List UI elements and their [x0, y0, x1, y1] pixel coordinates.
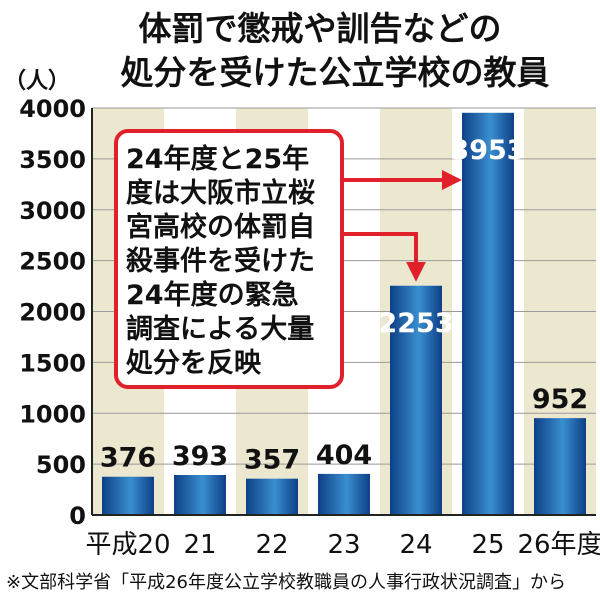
y-tick-label: 1500 [19, 349, 86, 377]
source-note: ※文部科学省「平成26年度公立学校教職員の人事行政状況調査」から [6, 572, 566, 593]
annotation-box [114, 129, 344, 389]
x-axis-ticks: 平成20 21 22 23 24 25 26年度 [85, 530, 600, 560]
bar [534, 418, 586, 515]
x-tick-label: 平成20 [85, 530, 170, 560]
annotation-arrow-24 [342, 232, 426, 282]
data-label: 357 [244, 445, 300, 476]
data-labels: 376 393 357 404 2253 3953 952 [100, 135, 588, 476]
x-tick-label: 25 [471, 530, 504, 560]
data-label: 393 [172, 441, 228, 472]
y-axis-ticks: 0 500 1000 1500 2000 2500 3000 3500 4000 [19, 95, 86, 530]
y-tick-label: 1000 [19, 400, 86, 428]
data-label: 404 [316, 440, 372, 471]
x-tick-label: 21 [183, 530, 216, 560]
annotation-callout: 24年度と25年度は大阪市立桜宮高校の体罰自殺事件を受けた24年度の緊急調査によ… [114, 129, 462, 389]
x-tick-label: 22 [255, 530, 288, 560]
bar [390, 285, 442, 515]
chart-title-line-1: 体罰で懲戒や訓告などの [139, 9, 502, 48]
annotation-line: 処分を反映 [126, 347, 261, 379]
data-label: 3953 [450, 135, 525, 166]
bar [102, 476, 154, 515]
annotation-text: 24年度と25年度は大阪市立桜宮高校の体罰自殺事件を受けた24年度の緊急調査によ… [126, 143, 315, 379]
annotation-line: 24年度と25年 [126, 143, 309, 175]
y-tick-label: 3500 [19, 146, 86, 174]
bar [318, 473, 370, 515]
annotation-line: 度は大阪市立桜 [126, 177, 315, 209]
annotation-line: 宮高校の体罰自 [126, 211, 315, 243]
bar [174, 475, 226, 515]
y-tick-label: 500 [36, 451, 86, 479]
bars [102, 112, 586, 515]
x-tick-label: 26年度 [517, 530, 600, 560]
bar [462, 112, 514, 515]
y-tick-label: 4000 [19, 95, 86, 123]
x-tick-label: 23 [327, 530, 360, 560]
bar [246, 478, 298, 515]
y-tick-label: 2500 [19, 248, 86, 276]
annotation-line: 殺事件を受けた [126, 245, 315, 277]
annotation-line: 24年度の緊急 [126, 279, 299, 311]
y-axis-unit: （人） [4, 69, 70, 94]
y-tick-label: 2000 [19, 299, 86, 327]
data-label: 2253 [378, 308, 453, 339]
chart-title-line-2: 処分を受けた公立学校の教員 [121, 53, 550, 92]
data-label: 376 [100, 443, 156, 474]
data-label: 952 [532, 384, 588, 415]
y-tick-label: 3000 [19, 197, 86, 225]
x-tick-label: 24 [399, 530, 432, 560]
y-tick-label: 0 [69, 502, 86, 530]
annotation-line: 調査による大量 [126, 313, 314, 345]
